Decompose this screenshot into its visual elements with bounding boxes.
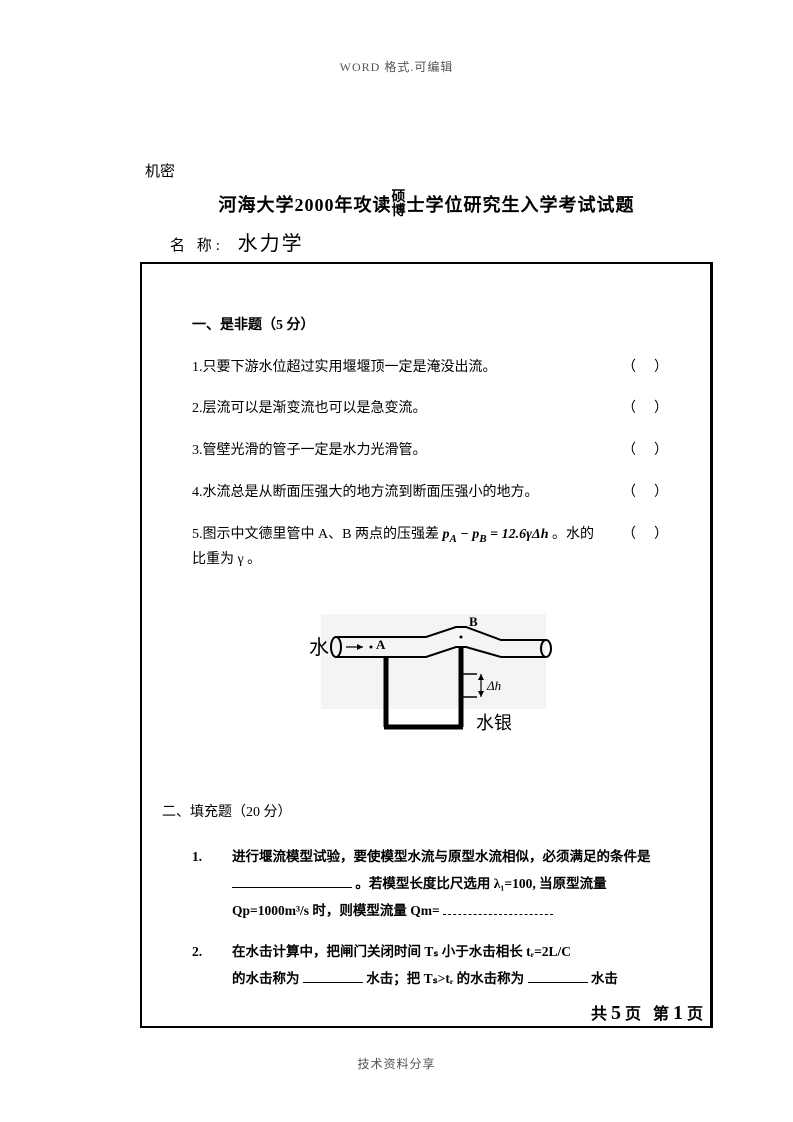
section2-head: 二、填充题（20 分） bbox=[162, 801, 670, 825]
q1-b: 。若模型长度比尺选用 λ₁=100, 当原型流量 bbox=[355, 876, 606, 891]
tf-text: 1.只要下游水位超过实用堰堰顶一定是淹没出流。 bbox=[192, 356, 615, 380]
title-mid: 年攻读 bbox=[335, 195, 392, 215]
label-a: A bbox=[376, 637, 386, 652]
current-label: 第 bbox=[653, 1006, 669, 1023]
venturi-svg: A B Δh 水 水银 bbox=[291, 602, 571, 772]
title-post: 士学位研究生入学考试试题 bbox=[407, 195, 635, 215]
venturi-diagram: A B Δh 水 水银 bbox=[192, 602, 670, 781]
course-name: 水力学 bbox=[238, 233, 304, 255]
blank-line bbox=[443, 901, 553, 915]
total-suffix: 页 bbox=[625, 1006, 641, 1023]
q2-b: 的水击称为 bbox=[232, 971, 300, 986]
total-label: 共 bbox=[591, 1006, 607, 1023]
blank-line bbox=[232, 874, 352, 888]
tf-text: 4.水流总是从断面压强大的地方流到断面压强小的地方。 bbox=[192, 481, 615, 505]
title-year: 2000 bbox=[295, 195, 335, 215]
current-hand: 1 bbox=[673, 1002, 683, 1024]
page-footer: 技术资料分享 bbox=[0, 1055, 793, 1072]
tf-item-4: 4.水流总是从断面压强大的地方流到断面压强小的地方。 （ ） bbox=[192, 481, 670, 505]
fill-q1: 1. 进行堰流模型试验，要使模型水流与原型水流相似，必须满足的条件是 。若模型长… bbox=[192, 843, 670, 924]
classified-label: 机密 bbox=[145, 160, 713, 181]
tf-text: 5.图示中文德里管中 A、B 两点的压强差 pA − pB = 12.6γΔh … bbox=[192, 523, 615, 572]
total-hand: 5 bbox=[611, 1002, 621, 1024]
q5-pre: 5.图示中文德里管中 A、B 两点的压强差 bbox=[192, 527, 442, 542]
section1-head: 一、是非题（5 分） bbox=[192, 314, 670, 338]
tf-item-1: 1.只要下游水位超过实用堰堰顶一定是淹没出流。 （ ） bbox=[192, 356, 670, 380]
tf-item-3: 3.管壁光滑的管子一定是水力光滑管。 （ ） bbox=[192, 439, 670, 463]
q1-a: 进行堰流模型试验，要使模型水流与原型水流相似，必须满足的条件是 bbox=[232, 849, 651, 864]
q2-a: 在水击计算中，把闸门关闭时间 Tₛ 小于水击相长 tᵣ=2L/C bbox=[232, 944, 571, 959]
frac-top: 硕 bbox=[392, 191, 407, 205]
q2-c: 水击；把 Tₛ>tᵣ 的水击称为 bbox=[366, 971, 524, 986]
tf-text: 3.管壁光滑的管子一定是水力光滑管。 bbox=[192, 439, 615, 463]
exam-title: 河海大学2000年攻读硕博士学位研究生入学考试试题 bbox=[140, 191, 713, 221]
blank-line bbox=[528, 969, 588, 983]
fill-num: 1. bbox=[192, 843, 232, 924]
fill-q2: 2. 在水击计算中，把闸门关闭时间 Tₛ 小于水击相长 tᵣ=2L/C 的水击称… bbox=[192, 938, 670, 992]
tf-blank: （ ） bbox=[615, 481, 670, 505]
q1-c: Qp=1000m³/s 时，则模型流量 Qm= bbox=[232, 903, 443, 918]
fill-body: 进行堰流模型试验，要使模型水流与原型水流相似，必须满足的条件是 。若模型长度比尺… bbox=[232, 843, 670, 924]
fill-body: 在水击计算中，把闸门关闭时间 Tₛ 小于水击相长 tᵣ=2L/C 的水击称为 水… bbox=[232, 938, 670, 992]
tf-item-2: 2.层流可以是渐变流也可以是急变流。 （ ） bbox=[192, 397, 670, 421]
tf-blank: （ ） bbox=[615, 439, 670, 463]
title-fraction: 硕博 bbox=[392, 191, 407, 219]
tf-blank: （ ） bbox=[615, 356, 670, 380]
content-area: 机密 河海大学2000年攻读硕博士学位研究生入学考试试题 名 称: 水力学 一、… bbox=[140, 160, 713, 1028]
tf-blank: （ ） bbox=[615, 523, 670, 547]
frac-bot: 博 bbox=[392, 205, 407, 219]
label-dh: Δh bbox=[486, 678, 501, 693]
blank-line bbox=[303, 969, 363, 983]
exam-box: 一、是非题（5 分） 1.只要下游水位超过实用堰堰顶一定是淹没出流。 （ ） 2… bbox=[140, 262, 713, 1028]
fill-num: 2. bbox=[192, 938, 232, 992]
tf-item-5: 5.图示中文德里管中 A、B 两点的压强差 pA − pB = 12.6γΔh … bbox=[192, 523, 670, 572]
course-label: 名 称: bbox=[170, 238, 224, 254]
page-header: WORD 格式.可编辑 bbox=[0, 58, 793, 75]
q5-formula: pA − pB = 12.6γΔh bbox=[442, 527, 548, 542]
course-line: 名 称: 水力学 bbox=[170, 227, 713, 256]
current-suffix: 页 bbox=[687, 1006, 703, 1023]
q2-d: 水击 bbox=[591, 971, 618, 986]
label-water: 水 bbox=[309, 636, 329, 659]
title-pre: 河海大学 bbox=[219, 195, 295, 215]
page-numbers: 共 5 页 第 1 页 bbox=[591, 1000, 703, 1025]
label-b: B bbox=[469, 614, 478, 629]
tf-blank: （ ） bbox=[615, 397, 670, 421]
label-mercury: 水银 bbox=[476, 713, 512, 733]
tf-text: 2.层流可以是渐变流也可以是急变流。 bbox=[192, 397, 615, 421]
